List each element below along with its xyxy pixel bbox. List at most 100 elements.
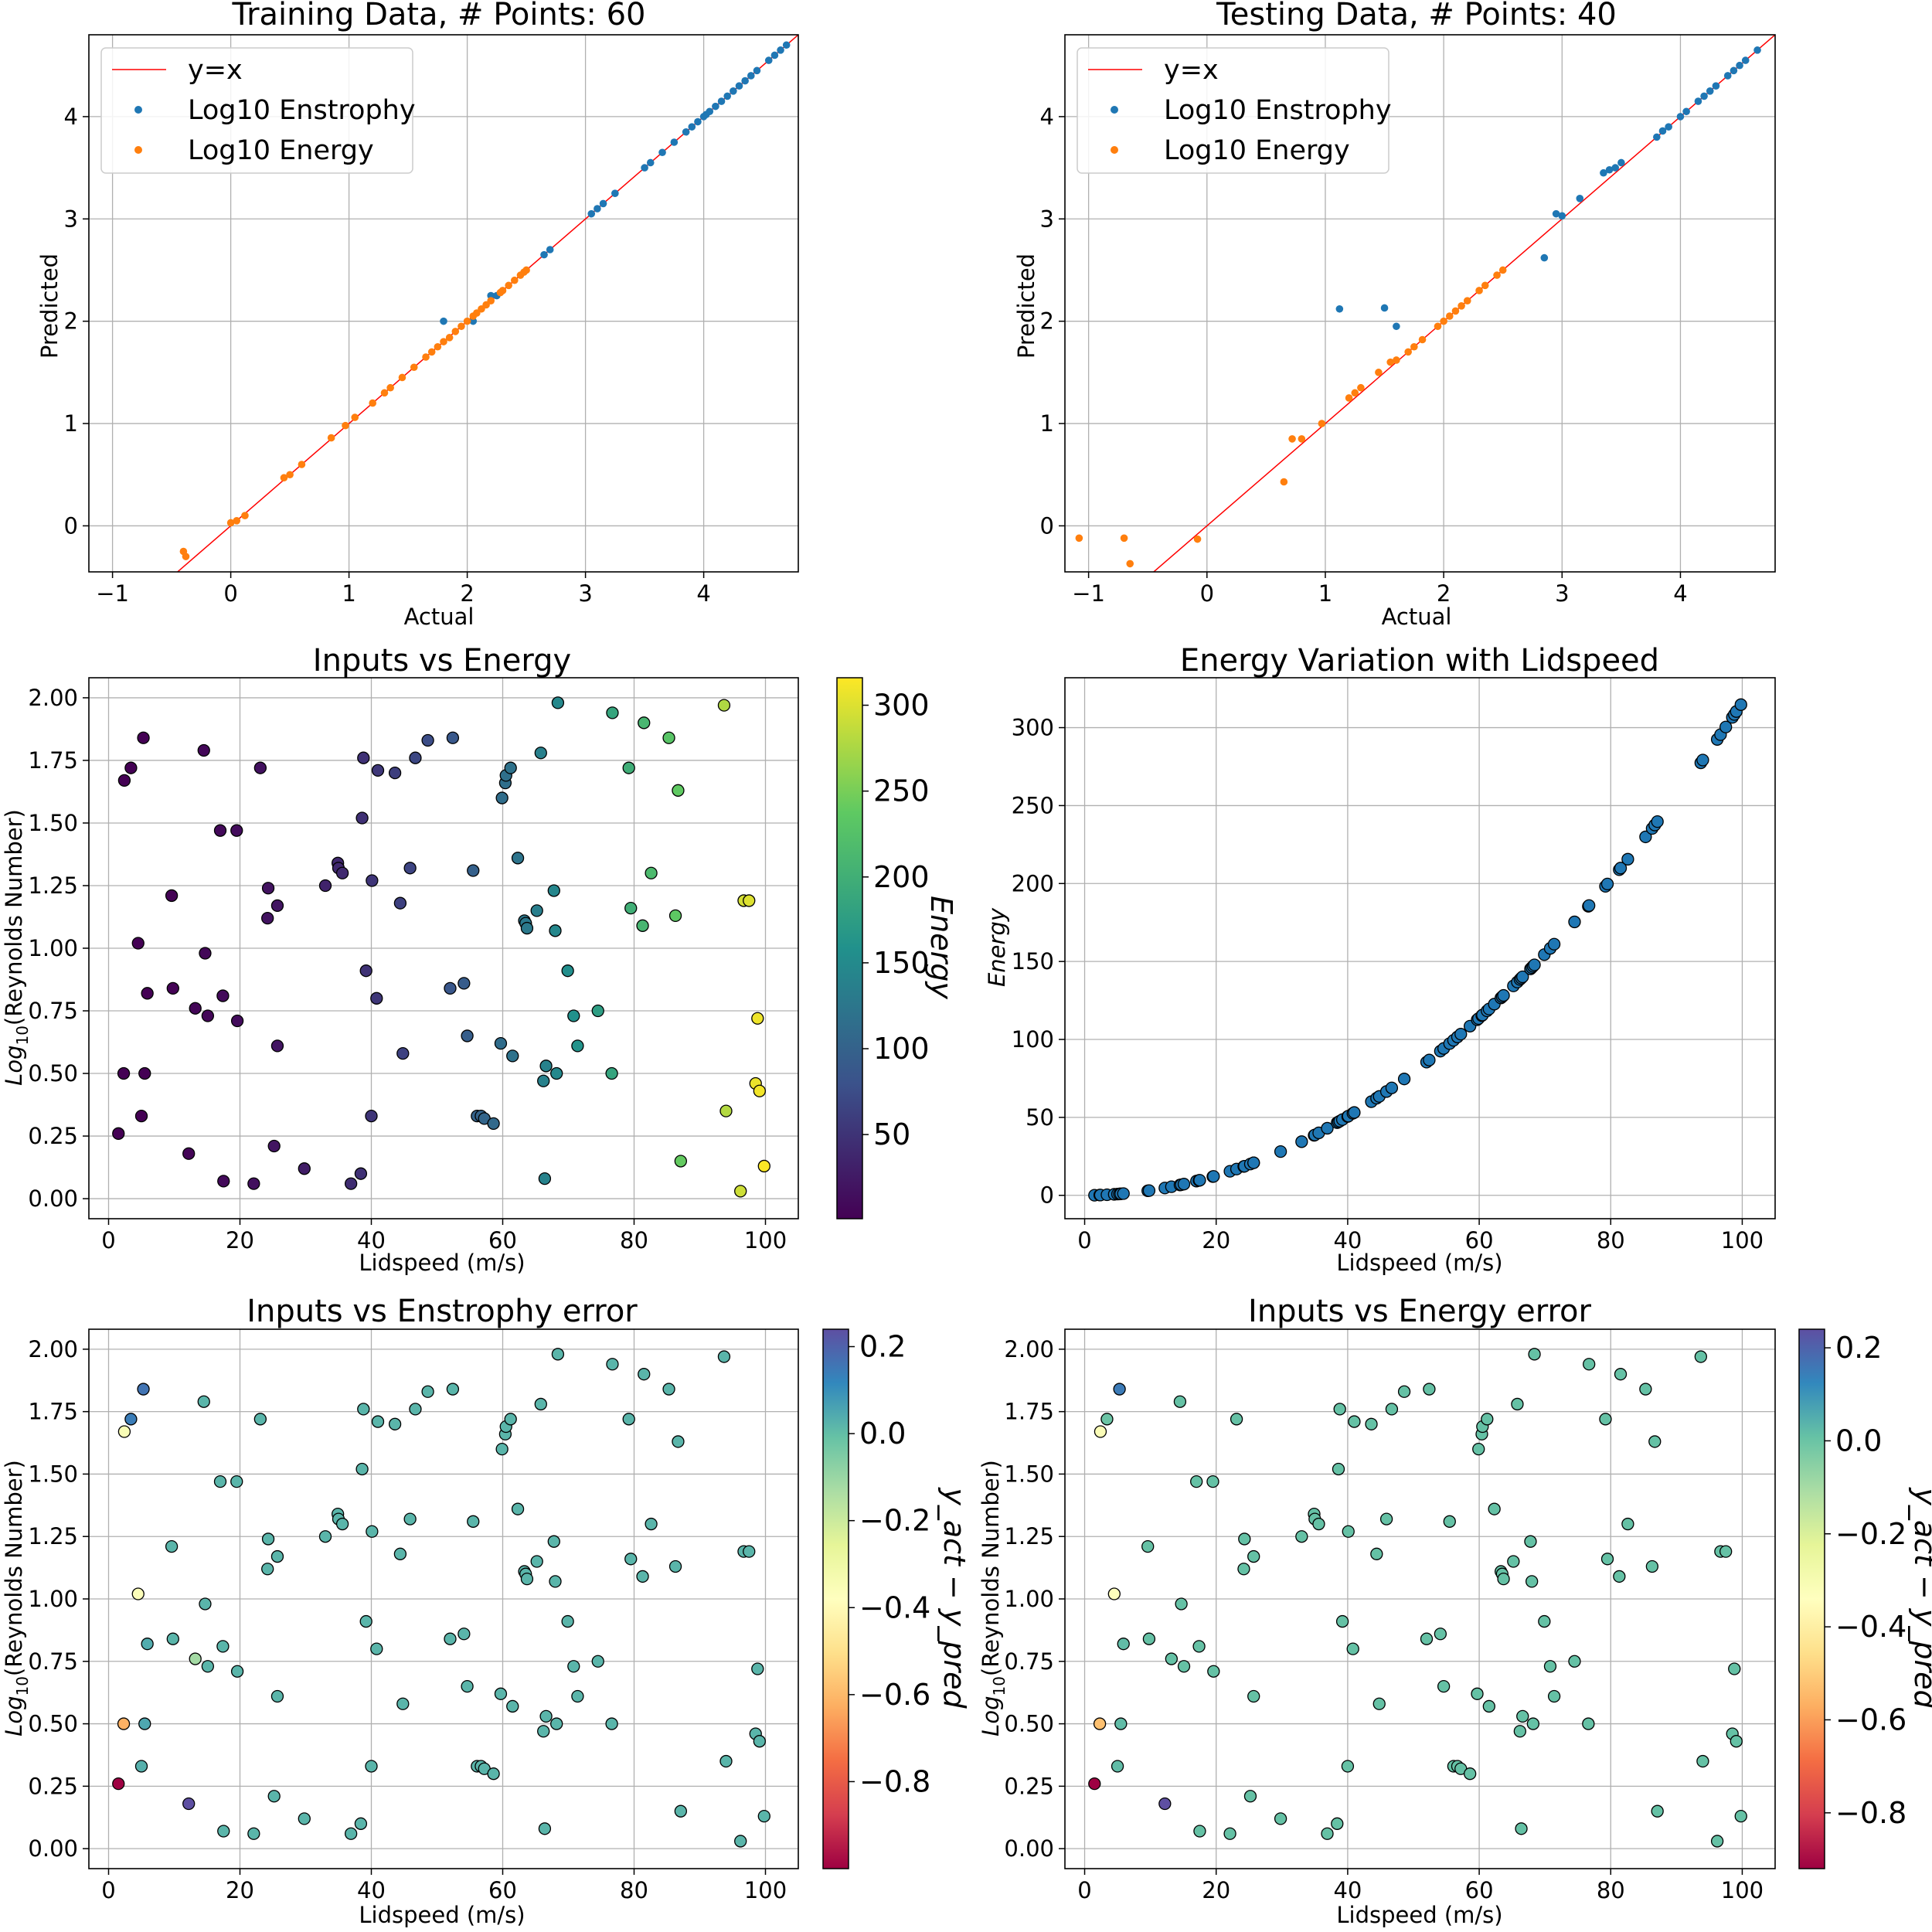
energy-point xyxy=(1386,358,1395,366)
enstrophy-point xyxy=(694,117,702,126)
x-label-unit: (m/s) xyxy=(460,1250,526,1276)
y-tick-label: 0.00 xyxy=(28,1185,78,1212)
y-tick-label: 0.25 xyxy=(28,1773,78,1799)
energy-point xyxy=(1498,266,1507,274)
sample-point xyxy=(261,911,274,925)
sample-point xyxy=(270,899,284,913)
sample-point xyxy=(365,1109,378,1123)
x-tick-label: 0 xyxy=(223,580,237,607)
sample-point xyxy=(753,1084,766,1097)
colorbar-gradient xyxy=(822,1328,849,1869)
y-tick-label: 1.75 xyxy=(28,1399,78,1425)
energy-point xyxy=(427,348,436,356)
error-point xyxy=(567,1660,580,1673)
energy-point xyxy=(233,517,241,525)
energy-point xyxy=(1375,369,1383,376)
colorbar-tick-label: −0.4 xyxy=(1835,1610,1906,1644)
error-point xyxy=(1295,1530,1308,1543)
energy-point xyxy=(1451,307,1460,315)
plot-area: 0 20 40 60 80 100 0.00 0.25 0.50 0.75 1.00 1.25 1.50… xyxy=(28,1328,799,1903)
energy-point xyxy=(280,474,288,482)
energy-sample-point xyxy=(1497,988,1510,1002)
error-point xyxy=(1237,1563,1250,1576)
sample-point xyxy=(567,1009,580,1022)
x-tick-label: 0 xyxy=(101,1877,115,1903)
energy-sample-point xyxy=(1177,1178,1191,1191)
legend-item-identity: y=x xyxy=(1164,55,1219,86)
enstrophy-point xyxy=(735,82,743,90)
error-point xyxy=(506,1699,519,1713)
error-point xyxy=(1568,1655,1581,1668)
legend-swatch xyxy=(134,146,142,154)
colorbar: −0.8 −0.6 −0.4 −0.2 0.0 0.2 xyxy=(822,1328,930,1869)
x-tick-label: 0 xyxy=(101,1227,115,1253)
error-point xyxy=(662,1383,675,1396)
sample-point xyxy=(550,1066,563,1080)
energy-point xyxy=(522,266,530,274)
sample-point xyxy=(622,761,635,774)
colorbar-tick-label: −0.2 xyxy=(1835,1517,1906,1551)
sample-point xyxy=(591,1004,604,1018)
sample-point xyxy=(520,921,534,935)
sample-point xyxy=(270,1039,284,1053)
error-point xyxy=(591,1655,604,1668)
enstrophy-point xyxy=(1700,92,1708,100)
sample-point xyxy=(446,731,460,744)
gridlines xyxy=(1065,1329,1775,1869)
energy-sample-point xyxy=(1547,937,1561,951)
energy-sample-point xyxy=(1516,970,1529,984)
error-point xyxy=(189,1652,202,1665)
energy-point xyxy=(1393,356,1400,364)
error-point xyxy=(1274,1812,1287,1825)
error-point xyxy=(409,1403,422,1416)
error-point xyxy=(1645,1560,1659,1573)
enstrophy-point xyxy=(1706,87,1714,95)
energy-point xyxy=(434,342,442,351)
y-tick-label: 250 xyxy=(1012,792,1054,818)
energy-point xyxy=(380,389,389,397)
y-tick-label: 1 xyxy=(64,410,78,437)
error-point xyxy=(1247,1689,1260,1703)
error-point xyxy=(1600,1553,1614,1566)
colorbar-tick-label: 0.0 xyxy=(1835,1423,1882,1458)
sample-point xyxy=(298,1162,311,1175)
sample-point xyxy=(166,981,179,995)
axes-frame xyxy=(88,677,799,1219)
enstrophy-point xyxy=(1741,56,1750,64)
energy-point xyxy=(1404,348,1412,356)
error-point xyxy=(1165,1652,1178,1665)
sample-point xyxy=(537,1074,550,1087)
error-point xyxy=(396,1697,410,1710)
error-point xyxy=(393,1547,407,1560)
error-point xyxy=(1379,1512,1393,1526)
error-point xyxy=(751,1662,764,1675)
y-tick-label: 200 xyxy=(1012,870,1054,896)
sample-point xyxy=(561,964,574,978)
energy-sample-point xyxy=(1639,830,1652,844)
error-point xyxy=(1113,1383,1126,1396)
error-point xyxy=(457,1628,471,1641)
energy-sample-point xyxy=(1696,753,1709,767)
error-point xyxy=(1734,1809,1747,1823)
sample-point xyxy=(165,889,179,903)
error-point xyxy=(1524,1535,1537,1548)
y-tick-label: 2.00 xyxy=(28,685,78,711)
error-point xyxy=(1207,1665,1220,1678)
colorbar-gradient xyxy=(1798,1328,1825,1869)
error-point xyxy=(1481,1413,1494,1426)
sample-point xyxy=(547,884,560,897)
error-point xyxy=(1719,1545,1733,1558)
sample-point xyxy=(487,1117,500,1131)
error-point xyxy=(201,1660,215,1673)
y-tick-label: 1 xyxy=(1040,410,1054,437)
error-point xyxy=(355,1462,369,1476)
error-point xyxy=(467,1515,480,1528)
energy-point xyxy=(342,421,349,430)
error-point xyxy=(199,1597,212,1611)
energy-point xyxy=(1126,560,1134,568)
energy-point xyxy=(327,434,335,442)
error-point xyxy=(267,1790,281,1803)
enstrophy-point xyxy=(1540,253,1549,262)
y-tick-label: 0 xyxy=(1040,512,1054,539)
colorbar-tick-label: 0.2 xyxy=(1835,1331,1882,1365)
